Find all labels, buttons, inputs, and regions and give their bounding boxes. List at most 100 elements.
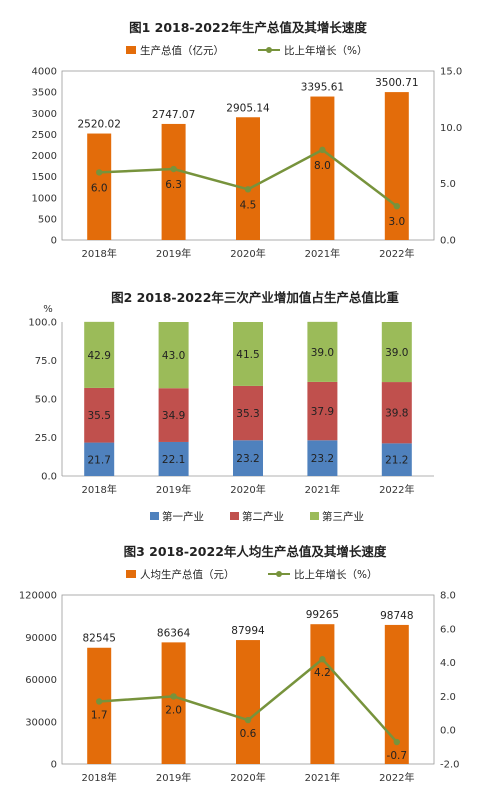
segment-value-label: 39.0 [311,347,334,359]
y-tick-label: 25.0 [35,433,57,444]
growth-point [170,165,177,173]
y2-tick-label: 10.0 [440,123,462,134]
chart-title: 图1 2018-2022年生产总值及其增长速度 [129,20,367,35]
bar [87,133,112,240]
legend-label: 第三产业 [322,510,364,523]
x-tick-label: 2022年 [379,771,414,784]
y-tick-label: 100.0 [28,318,57,329]
x-tick-label: 2020年 [230,247,265,260]
y-tick-label: 2000 [32,151,57,162]
bar [161,642,186,764]
y-tick-label: 0.0 [41,472,57,483]
y2-tick-label: 6.0 [440,624,456,635]
chart-title: 图2 2018-2022年三次产业增加值占生产总值比重 [111,290,399,305]
growth-point [393,203,400,210]
x-tick-label: 2019年 [156,483,191,496]
growth-value-label: 4.2 [314,667,331,679]
legend-swatch-bar [126,570,136,578]
growth-point [96,169,103,176]
segment-value-label: 39.8 [385,408,408,420]
stack-segment [381,382,412,444]
segment-value-label: 21.2 [385,455,408,467]
segment-value-label: 34.9 [162,410,185,422]
growth-point [244,186,252,193]
stack-segment [307,381,338,441]
stack-segment [381,443,412,476]
bar [87,647,112,764]
y2-tick-label: 8.0 [440,591,456,602]
y2-tick-label: 2.0 [440,692,456,703]
legend-label-line: 比上年增长（%） [284,44,367,57]
segment-value-label: 22.1 [162,454,185,466]
x-tick-label: 2021年 [305,771,340,784]
y2-tick-label: 15.0 [440,67,462,78]
y-tick-label: 30000 [25,717,57,728]
y-tick-label: 4000 [32,67,57,78]
bar-value-label: 86364 [157,627,191,639]
growth-value-label: 6.3 [165,179,182,191]
y2-tick-label: -2.0 [440,760,460,771]
growth-point [393,738,400,746]
x-tick-label: 2018年 [81,483,116,496]
y-tick-label: 3500 [32,88,57,99]
growth-value-label: 3.0 [388,216,405,228]
chart-2: 图2 2018-2022年三次产业增加值占生产总值比重% 0.0 25.0 50.0 7… [28,290,434,523]
bar-value-label: 82545 [82,633,115,645]
x-tick-label: 2020年 [230,771,265,784]
segment-value-label: 43.0 [162,350,185,362]
legend-swatch-bar [126,46,136,54]
bar-value-label: 2905.14 [226,102,270,114]
growth-point [319,656,326,663]
legend-label-bar: 人均生产总值（元） [140,568,235,581]
segment-value-label: 41.5 [236,349,259,361]
growth-value-label: 1.7 [91,709,108,721]
legend-swatch [150,512,159,520]
y-tick-label: 1500 [32,172,57,183]
bar [236,640,260,764]
segment-value-label: 23.2 [311,453,334,465]
legend-swatch [310,512,319,520]
legend-swatch [230,512,239,520]
x-tick-label: 2018年 [81,247,116,260]
stack-segment [84,387,115,443]
stack-segment [158,441,189,476]
bar-value-label: 87994 [231,625,265,637]
x-tick-label: 2022年 [379,483,414,496]
stack-segment [84,321,115,388]
y-tick-label: 1000 [32,193,57,204]
legend-label: 第一产业 [162,510,204,523]
x-tick-label: 2020年 [230,483,265,496]
y-tick-label: 120000 [19,591,57,602]
stack-segment [233,440,263,476]
bar [310,96,335,240]
y-tick-label: 3000 [32,109,57,120]
y2-tick-label: 4.0 [440,658,456,669]
growth-point [319,146,326,154]
growth-value-label: 2.0 [165,704,182,716]
x-tick-label: 2022年 [379,247,414,260]
bar-value-label: 3395.61 [301,82,344,94]
segment-value-label: 39.0 [385,347,408,359]
growth-value-label: 0.6 [240,728,257,740]
x-tick-label: 2018年 [81,771,116,784]
chart-title: 图3 2018-2022年人均生产总值及其增长速度 [124,544,387,559]
y-tick-label: 0 [51,236,57,247]
growth-value-label: 4.5 [240,199,257,211]
legend-marker-line [276,571,282,577]
y-tick-label: 50.0 [35,395,57,406]
growth-value-label: 8.0 [314,160,331,172]
stack-segment [381,322,412,383]
y-tick-label: 0 [51,760,57,771]
segment-value-label: 42.9 [88,350,111,362]
bar [384,92,409,240]
legend-marker-line [266,47,272,53]
y-tick-label: 90000 [25,633,57,644]
bar [310,624,335,764]
y-tick-label: 60000 [25,675,57,686]
y-axis-unit: % [43,304,53,315]
legend-label: 第二产业 [242,510,284,523]
